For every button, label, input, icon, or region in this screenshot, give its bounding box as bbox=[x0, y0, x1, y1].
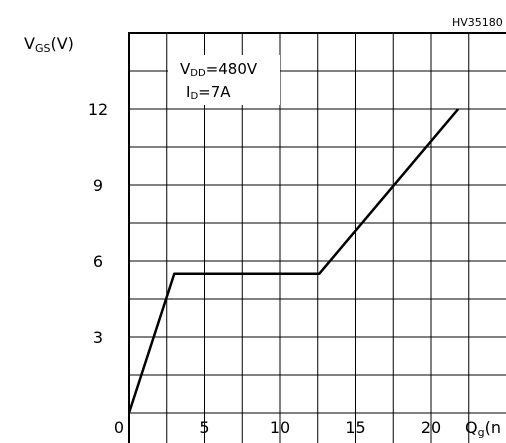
x-tick-label: 20 bbox=[421, 418, 441, 437]
annotation-box bbox=[168, 55, 280, 105]
plot-frame bbox=[128, 32, 506, 443]
x-tick-label: 5 bbox=[199, 418, 209, 437]
x-tick-label: 0 bbox=[114, 418, 124, 437]
y-tick-label: 9 bbox=[93, 176, 103, 195]
y-tick-label: 3 bbox=[93, 328, 103, 347]
curve-layer bbox=[127, 108, 460, 414]
y-axis-label: VGS(V) bbox=[24, 34, 74, 55]
annotation-id: ID=7A bbox=[186, 83, 231, 102]
tick-labels: 0 5 10 15 20 3 6 9 12 bbox=[88, 100, 441, 437]
grid bbox=[129, 33, 506, 443]
y-tick-label: 6 bbox=[93, 252, 103, 271]
gate-charge-curve bbox=[127, 108, 460, 414]
x-tick-label: 15 bbox=[345, 418, 365, 437]
x-axis-label: Qg(n bbox=[465, 418, 501, 439]
annotation-vdd: VDD=480V bbox=[180, 60, 258, 79]
x-tick-label: 10 bbox=[270, 418, 290, 437]
figure-code: HV35180 bbox=[452, 16, 503, 29]
y-tick-label: 12 bbox=[88, 100, 108, 119]
